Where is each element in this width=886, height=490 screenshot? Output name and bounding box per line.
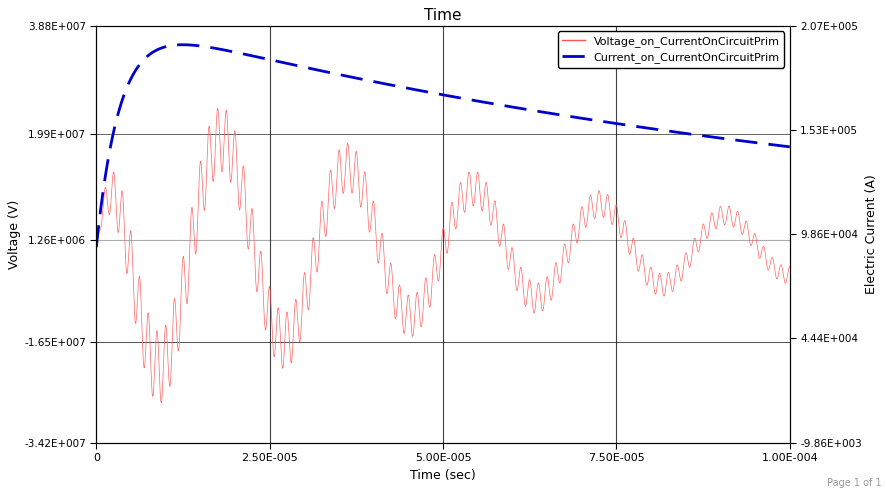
Y-axis label: Voltage (V): Voltage (V) bbox=[8, 199, 21, 269]
Title: Time: Time bbox=[424, 8, 462, 24]
X-axis label: Time (sec): Time (sec) bbox=[410, 468, 476, 482]
Text: Page 1 of 1: Page 1 of 1 bbox=[827, 478, 882, 488]
Legend: Voltage_on_CurrentOnCircuitPrim, Current_on_CurrentOnCircuitPrim: Voltage_on_CurrentOnCircuitPrim, Current… bbox=[558, 31, 784, 68]
Y-axis label: Electric Current (A): Electric Current (A) bbox=[865, 174, 878, 294]
